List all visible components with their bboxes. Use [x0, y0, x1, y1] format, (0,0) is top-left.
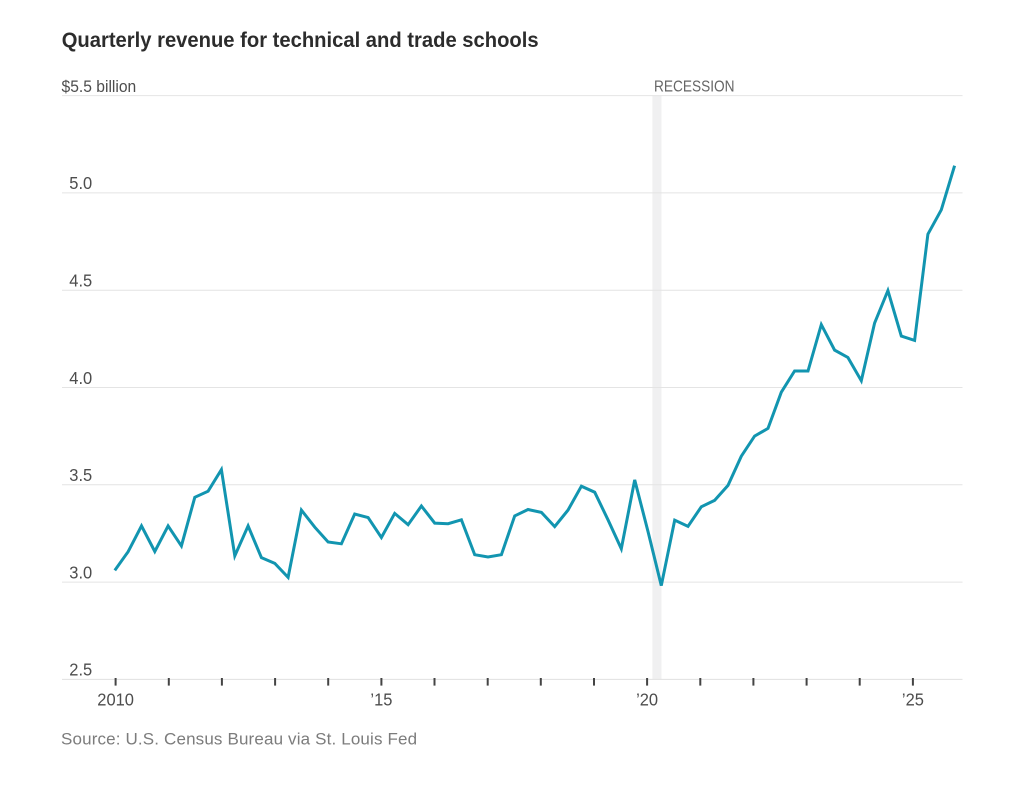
svg-text:$5.5 billion: $5.5 billion [62, 77, 137, 96]
svg-text:3.0: 3.0 [69, 562, 92, 583]
svg-text:4.0: 4.0 [69, 367, 92, 388]
svg-text:2.5: 2.5 [69, 659, 92, 680]
svg-text:’20: ’20 [636, 689, 658, 710]
svg-text:2010: 2010 [97, 689, 134, 710]
svg-text:RECESSION: RECESSION [654, 79, 735, 96]
svg-text:3.5: 3.5 [69, 464, 92, 485]
svg-text:5.0: 5.0 [69, 173, 92, 194]
svg-text:’15: ’15 [370, 689, 392, 710]
svg-text:Quarterly revenue for technica: Quarterly revenue for technical and trad… [62, 29, 539, 52]
svg-text:Source: U.S. Census Bureau via: Source: U.S. Census Bureau via St. Louis… [61, 730, 417, 749]
svg-text:4.5: 4.5 [69, 270, 92, 291]
svg-text:’25: ’25 [902, 689, 924, 710]
